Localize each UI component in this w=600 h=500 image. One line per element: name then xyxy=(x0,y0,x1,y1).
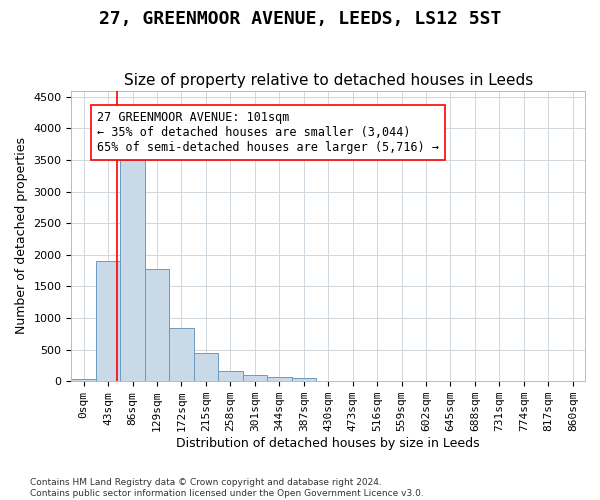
Bar xyxy=(218,371,242,381)
Text: 27 GREENMOOR AVENUE: 101sqm
← 35% of detached houses are smaller (3,044)
65% of : 27 GREENMOOR AVENUE: 101sqm ← 35% of det… xyxy=(97,111,439,154)
Bar xyxy=(267,377,292,381)
Bar xyxy=(169,328,194,381)
Bar xyxy=(242,375,267,381)
Bar xyxy=(292,378,316,381)
Bar xyxy=(96,261,121,381)
Bar xyxy=(194,353,218,381)
Title: Size of property relative to detached houses in Leeds: Size of property relative to detached ho… xyxy=(124,73,533,88)
Bar xyxy=(145,268,169,381)
Text: 27, GREENMOOR AVENUE, LEEDS, LS12 5ST: 27, GREENMOOR AVENUE, LEEDS, LS12 5ST xyxy=(99,10,501,28)
Bar xyxy=(121,160,145,381)
Text: Contains HM Land Registry data © Crown copyright and database right 2024.
Contai: Contains HM Land Registry data © Crown c… xyxy=(30,478,424,498)
Y-axis label: Number of detached properties: Number of detached properties xyxy=(15,138,28,334)
X-axis label: Distribution of detached houses by size in Leeds: Distribution of detached houses by size … xyxy=(176,437,480,450)
Bar xyxy=(71,380,96,381)
